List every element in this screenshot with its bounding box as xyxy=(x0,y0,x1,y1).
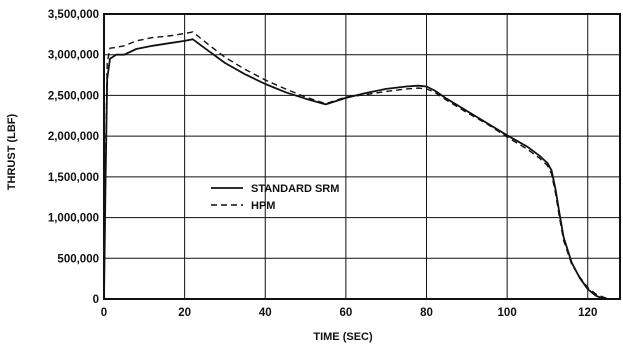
y-tick-label: 500,000 xyxy=(57,253,99,265)
x-tick-label: 20 xyxy=(178,307,191,319)
x-axis-title: TIME (SEC) xyxy=(313,331,373,343)
y-tick-label: 0 xyxy=(93,294,99,306)
y-tick-label: 1,500,000 xyxy=(48,172,99,184)
series-layer xyxy=(103,31,613,300)
x-tick-label: 100 xyxy=(498,307,517,319)
x-tick-label: 120 xyxy=(578,307,597,319)
legend-label-hpm: HPM xyxy=(251,200,275,212)
legend: STANDARD SRM HPM xyxy=(211,183,339,212)
series-line-standard-srm xyxy=(103,38,605,300)
legend-label-standard-srm: STANDARD SRM xyxy=(251,183,339,195)
series-line-hpm xyxy=(103,31,613,300)
x-tick-label: 0 xyxy=(101,307,107,319)
x-tick-label: 80 xyxy=(420,307,433,319)
y-axis-title: THRUST (LBF) xyxy=(6,113,18,190)
y-tick-label: 3,000,000 xyxy=(48,50,99,62)
tick-labels: 0 500,000 1,000,000 1,500,000 2,000,000 2,500… xyxy=(48,9,598,319)
y-tick-label: 1,000,000 xyxy=(48,213,99,225)
plot-frame xyxy=(103,13,621,300)
x-tick-label: 40 xyxy=(259,307,272,319)
x-tick-label: 60 xyxy=(339,307,352,319)
y-tick-label: 2,000,000 xyxy=(48,131,99,143)
y-tick-label: 2,500,000 xyxy=(48,90,99,102)
grid-layer xyxy=(103,13,620,300)
y-tick-label: 3,500,000 xyxy=(48,9,99,21)
